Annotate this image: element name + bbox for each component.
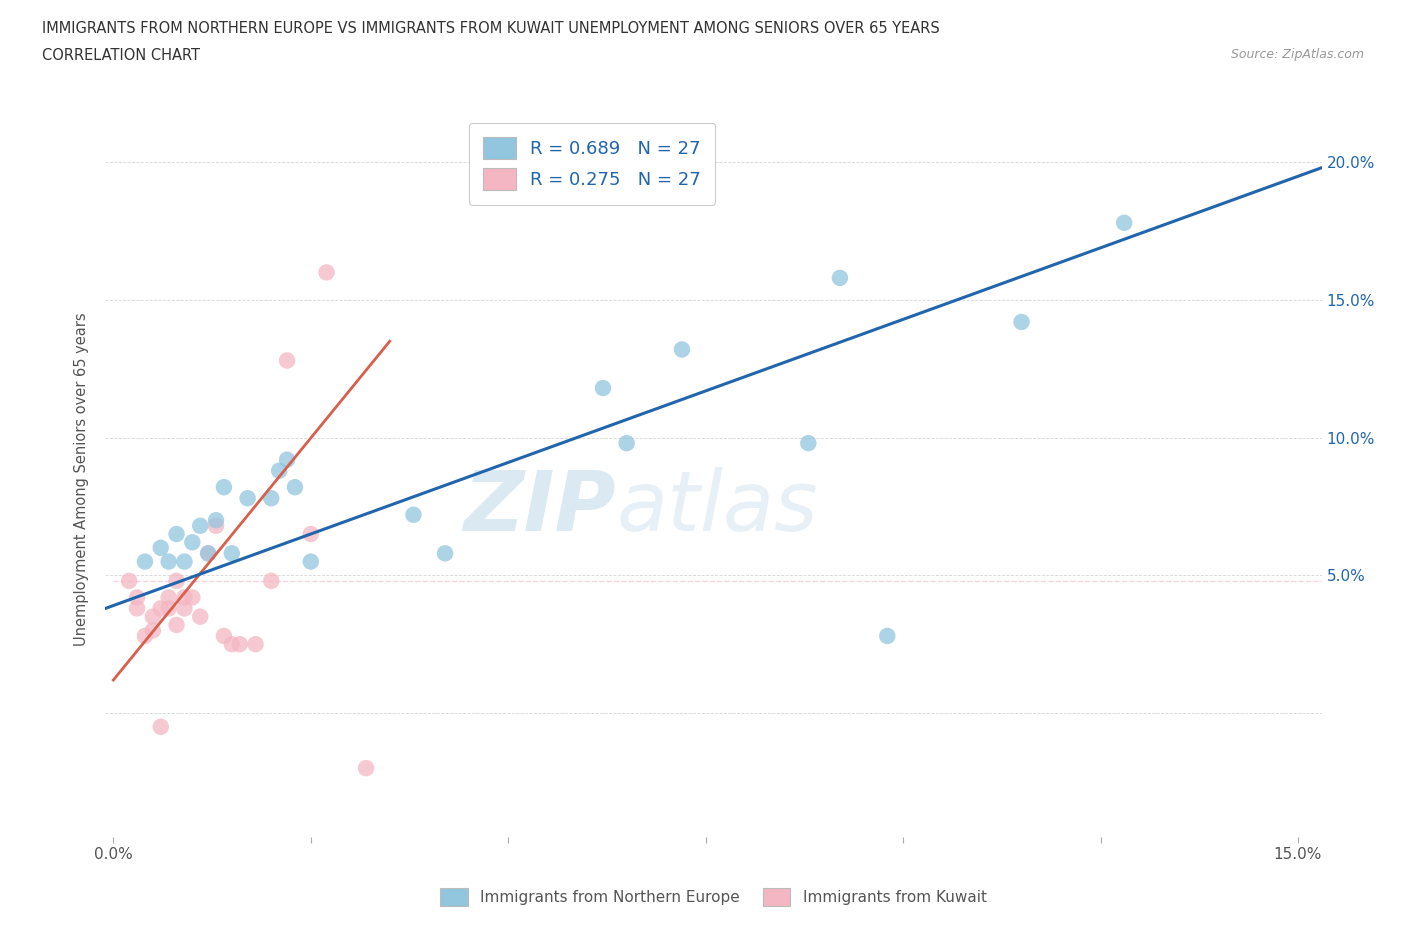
Point: [166, 574, 188, 589]
Point: [157, 601, 180, 616]
Point: [276, 353, 298, 368]
Point: [173, 590, 195, 604]
Point: [166, 618, 188, 632]
Point: [197, 546, 219, 561]
Point: [260, 491, 283, 506]
Point: [212, 480, 235, 495]
Text: CORRELATION CHART: CORRELATION CHART: [42, 48, 200, 63]
Point: [149, 601, 172, 616]
Point: [157, 590, 180, 604]
Point: [299, 526, 322, 541]
Point: [181, 590, 204, 604]
Point: [125, 590, 148, 604]
Point: [315, 265, 337, 280]
Point: [188, 609, 211, 624]
Point: [284, 480, 307, 495]
Point: [142, 623, 165, 638]
Point: [166, 526, 188, 541]
Point: [221, 546, 243, 561]
Point: [245, 637, 267, 652]
Point: [188, 518, 211, 533]
Point: [592, 380, 614, 395]
Text: Source: ZipAtlas.com: Source: ZipAtlas.com: [1230, 48, 1364, 61]
Point: [276, 452, 298, 467]
Point: [142, 609, 165, 624]
Point: [797, 435, 820, 451]
Text: IMMIGRANTS FROM NORTHERN EUROPE VS IMMIGRANTS FROM KUWAIT UNEMPLOYMENT AMONG SEN: IMMIGRANTS FROM NORTHERN EUROPE VS IMMIG…: [42, 21, 941, 36]
Y-axis label: Unemployment Among Seniors over 65 years: Unemployment Among Seniors over 65 years: [75, 312, 90, 645]
Point: [134, 629, 156, 644]
Text: ZIP: ZIP: [464, 467, 616, 548]
Point: [157, 554, 180, 569]
Point: [434, 546, 457, 561]
Point: [173, 554, 195, 569]
Point: [125, 601, 148, 616]
Point: [205, 512, 228, 527]
Point: [149, 540, 172, 555]
Point: [134, 554, 156, 569]
Point: [269, 463, 291, 478]
Point: [181, 535, 204, 550]
Point: [260, 574, 283, 589]
Point: [228, 637, 250, 652]
Point: [616, 435, 638, 451]
Text: atlas: atlas: [616, 467, 818, 548]
Point: [205, 518, 228, 533]
Point: [149, 720, 172, 735]
Point: [236, 491, 259, 506]
Point: [876, 629, 898, 644]
Point: [221, 637, 243, 652]
Legend: Immigrants from Northern Europe, Immigrants from Kuwait: Immigrants from Northern Europe, Immigra…: [434, 882, 993, 911]
Point: [212, 629, 235, 644]
Point: [118, 574, 141, 589]
Point: [173, 601, 195, 616]
Point: [354, 761, 377, 776]
Point: [299, 554, 322, 569]
Point: [671, 342, 693, 357]
Point: [828, 271, 851, 286]
Point: [402, 508, 425, 523]
Point: [1114, 216, 1136, 231]
Point: [1011, 314, 1033, 329]
Point: [197, 546, 219, 561]
